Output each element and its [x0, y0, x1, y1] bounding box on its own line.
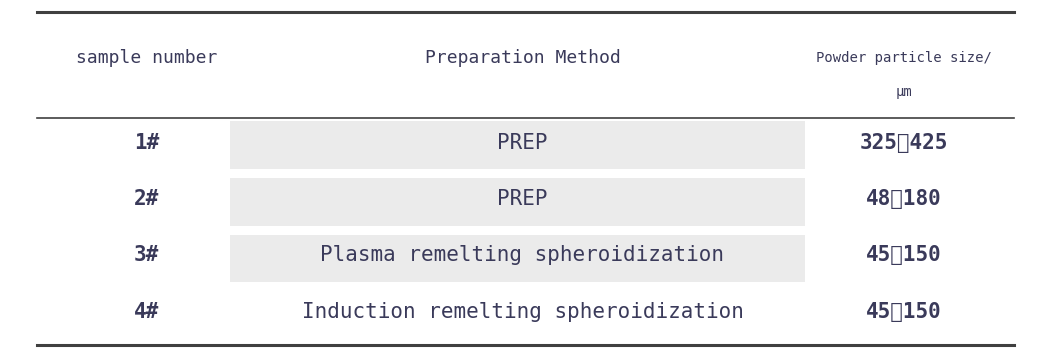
Text: PREP: PREP: [497, 133, 548, 152]
Text: PREP: PREP: [497, 189, 548, 209]
Bar: [230, 178, 805, 226]
Text: 45～150: 45～150: [866, 302, 942, 321]
Text: Powder particle size/: Powder particle size/: [816, 51, 992, 65]
Text: Preparation Method: Preparation Method: [424, 49, 621, 67]
Text: Plasma remelting spheroidization: Plasma remelting spheroidization: [321, 245, 724, 265]
Bar: [230, 235, 805, 282]
Text: 48～180: 48～180: [866, 189, 942, 209]
Text: Induction remelting spheroidization: Induction remelting spheroidization: [302, 302, 743, 321]
Text: sample number: sample number: [75, 49, 217, 67]
Text: 4#: 4#: [134, 302, 159, 321]
Text: 1#: 1#: [134, 133, 159, 152]
Text: μm: μm: [896, 84, 912, 99]
Text: 325～425: 325～425: [860, 133, 948, 152]
Text: 45～150: 45～150: [866, 245, 942, 265]
Bar: [230, 121, 805, 169]
Text: 2#: 2#: [134, 189, 159, 209]
Text: 3#: 3#: [134, 245, 159, 265]
